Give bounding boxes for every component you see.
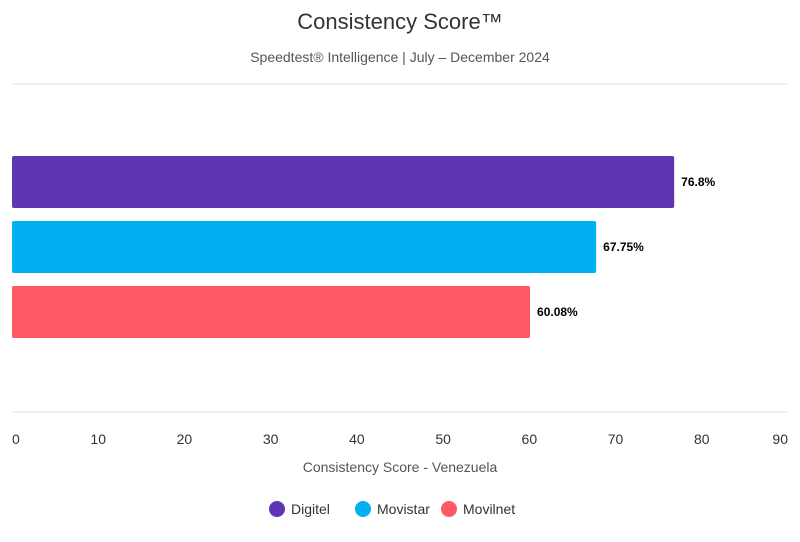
chart-title: Consistency Score™ — [297, 9, 502, 34]
bar-movilnet[interactable] — [12, 286, 531, 338]
data-label-movilnet: 60.08% — [537, 305, 578, 319]
x-axis-title: Consistency Score - Venezuela — [303, 459, 498, 475]
x-axis-ticks: 0 10 20 30 40 50 60 70 80 90 — [12, 431, 788, 447]
legend-swatch-movilnet — [441, 501, 457, 517]
x-tick-label: 30 — [263, 431, 279, 447]
bars-group — [12, 156, 675, 338]
x-tick-label: 10 — [90, 431, 106, 447]
x-tick-label: 90 — [772, 431, 788, 447]
x-tick-label: 0 — [12, 431, 20, 447]
legend: Digitel Movistar Movilnet — [269, 501, 515, 517]
legend-swatch-digitel — [269, 501, 285, 517]
legend-label-movilnet: Movilnet — [463, 501, 515, 517]
chart-subtitle: Speedtest® Intelligence | July – Decembe… — [250, 49, 550, 65]
x-tick-label: 50 — [435, 431, 451, 447]
x-tick-label: 20 — [177, 431, 193, 447]
data-label-digitel: 76.8% — [681, 175, 715, 189]
x-tick-label: 70 — [608, 431, 624, 447]
legend-item-movistar[interactable]: Movistar — [355, 501, 430, 517]
x-tick-label: 80 — [694, 431, 710, 447]
legend-swatch-movistar — [355, 501, 371, 517]
data-labels-group: 76.8% 67.75% 60.08% — [537, 175, 716, 319]
bar-digitel[interactable] — [12, 156, 675, 208]
legend-label-digitel: Digitel — [291, 501, 330, 517]
x-tick-label: 40 — [349, 431, 365, 447]
data-label-movistar: 67.75% — [603, 240, 644, 254]
legend-item-movilnet[interactable]: Movilnet — [441, 501, 515, 517]
legend-item-digitel[interactable]: Digitel — [269, 501, 330, 517]
bar-movistar[interactable] — [12, 221, 597, 273]
x-tick-label: 60 — [522, 431, 538, 447]
legend-label-movistar: Movistar — [377, 501, 430, 517]
